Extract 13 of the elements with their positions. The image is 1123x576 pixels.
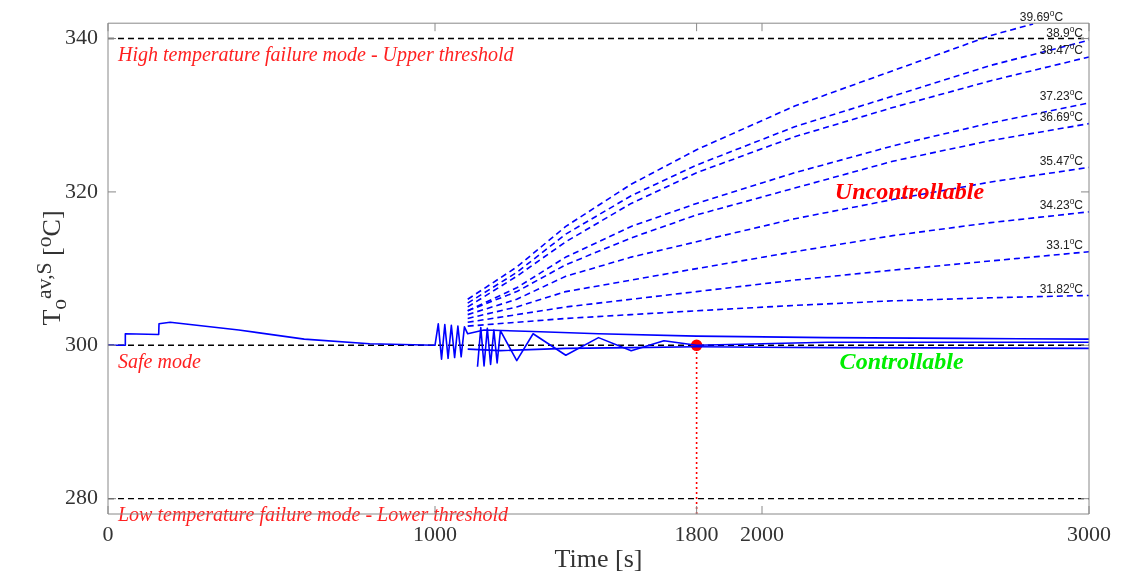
y-tick-label: 300 [65, 331, 98, 357]
annotation: Controllable [839, 347, 964, 374]
x-tick-label: 3000 [1067, 520, 1111, 546]
ref-line-label: Safe mode [118, 349, 201, 373]
y-tick-label: 280 [65, 484, 98, 510]
line-series [466, 250, 1090, 324]
x-tick-label: 1800 [674, 520, 719, 546]
y-tick-label: 320 [65, 177, 98, 203]
x-tick-label: 2000 [740, 520, 784, 546]
x-tick-label: 0 [102, 520, 114, 546]
x-axis-title: Time [s] [554, 544, 643, 574]
y-tick-label: 340 [65, 24, 98, 50]
ref-line-label: High temperature failure mode - Upper threshold [117, 42, 515, 66]
